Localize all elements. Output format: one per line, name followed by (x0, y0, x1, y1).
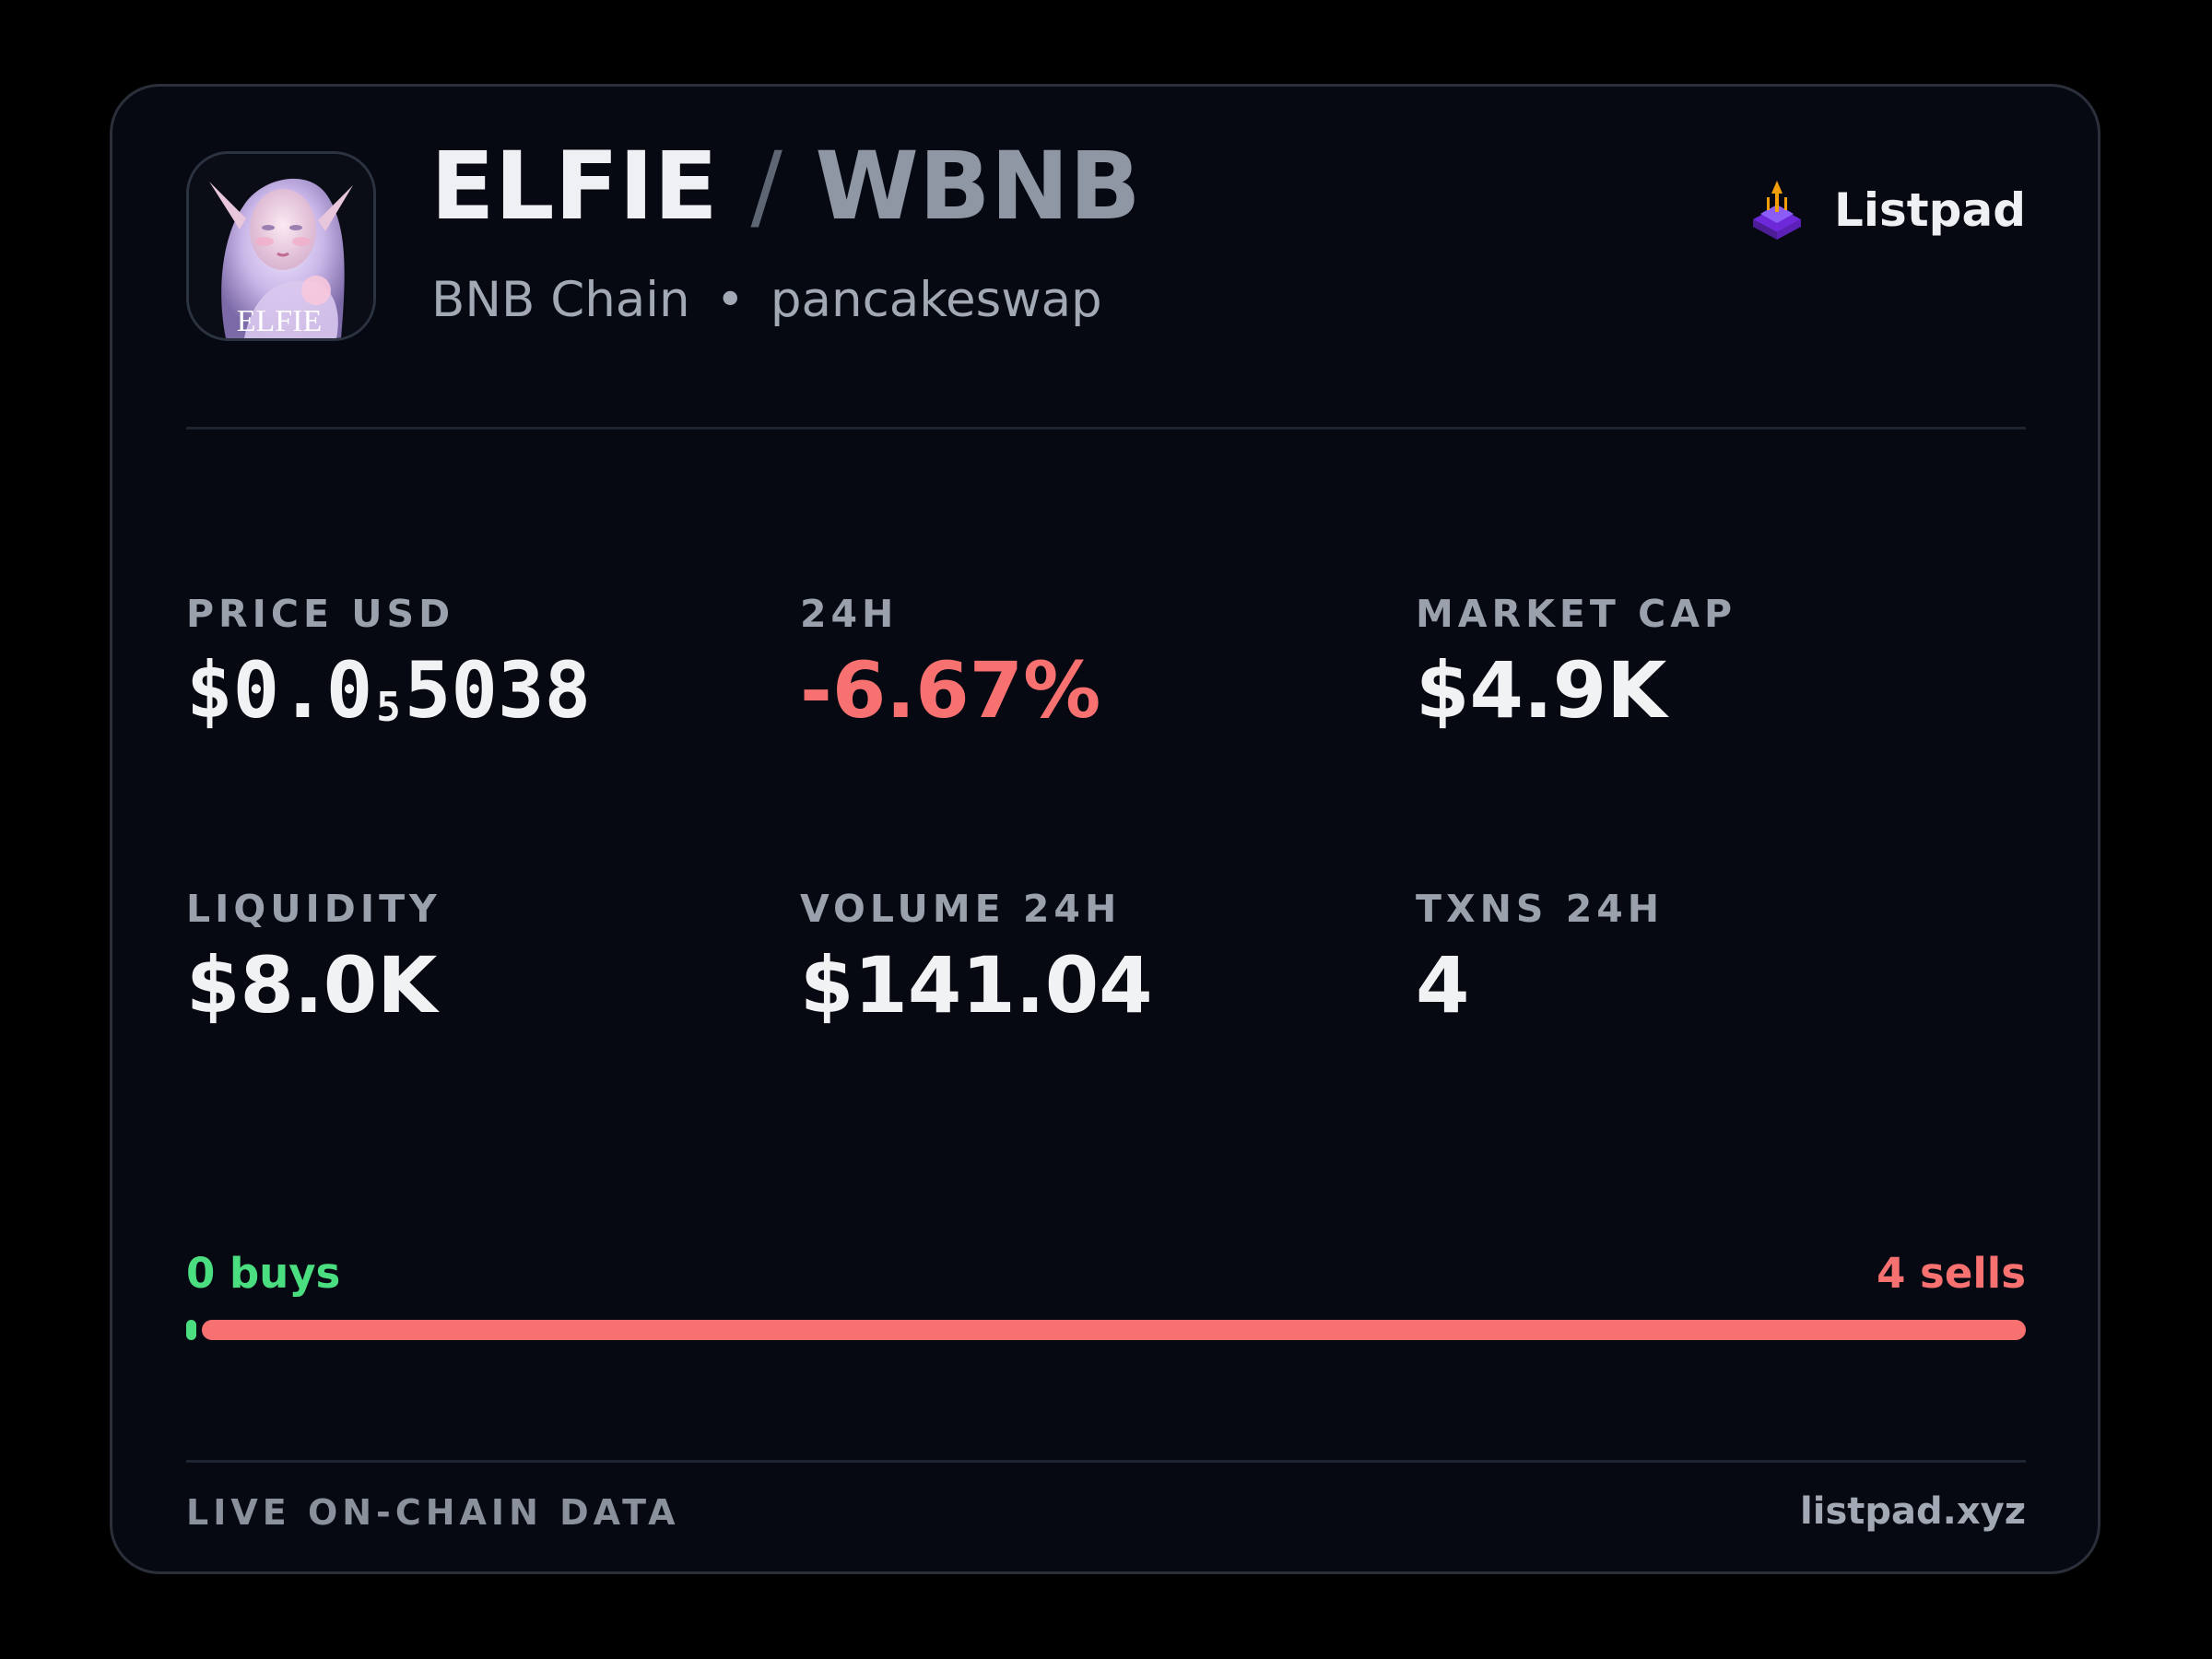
stat-price: PRICE USD $0.055038 (186, 592, 591, 730)
buy-sell-ratio-bar (186, 1320, 2026, 1340)
footer-site-link[interactable]: listpad.xyz (1800, 1490, 2026, 1533)
dex-name: pancakeswap (770, 272, 1102, 328)
stat-volume-24h: VOLUME 24H $141.04 (800, 887, 1153, 1030)
chain-name: BNB Chain (431, 272, 690, 328)
footer-divider (186, 1460, 2026, 1463)
logo-text: ELFIE (237, 304, 323, 338)
sell-ratio-segment (202, 1320, 2026, 1340)
volume-24h-value: $141.04 (800, 940, 1153, 1030)
stat-change-24h: 24H -6.67% (800, 592, 1101, 735)
stat-market-cap: MARKET CAP $4.9K (1416, 592, 1736, 735)
price-value: $0.055038 (186, 652, 591, 729)
stat-txns-24h: TXNS 24H 4 (1416, 887, 1665, 1030)
brand-name: Listpad (1834, 183, 2026, 237)
price-zero-count: 5 (376, 684, 401, 731)
base-symbol: ELFIE (430, 132, 718, 241)
token-logo: ELFIE (186, 151, 376, 341)
pair-subtitle: BNB Chain • pancakeswap (431, 276, 1102, 324)
stat-liquidity: LIQUIDITY $8.0K (186, 887, 441, 1030)
pair-separator: / (750, 132, 782, 241)
change-24h-value: -6.67% (800, 645, 1101, 735)
volume-24h-label: VOLUME 24H (800, 887, 1122, 931)
subtitle-bullet: • (715, 272, 745, 328)
price-label: PRICE USD (186, 592, 455, 636)
brand[interactable]: Listpad (1747, 177, 2026, 243)
price-digits: 5038 (404, 645, 592, 735)
token-pair-card: ELFIE ELFIE / WBNB BNB Chain • pancakeswap… (110, 84, 2100, 1574)
txns-24h-value: 4 (1416, 940, 1470, 1030)
liquidity-label: LIQUIDITY (186, 887, 441, 931)
elf-portrait-image: ELFIE (189, 154, 373, 338)
listpad-logo-icon (1753, 181, 1802, 240)
header-divider (186, 427, 2026, 429)
footer-live-data-label: LIVE ON-CHAIN DATA (186, 1492, 680, 1533)
sells-count: 4 sells (1877, 1249, 2026, 1298)
market-cap-label: MARKET CAP (1416, 592, 1736, 636)
txns-24h-label: TXNS 24H (1416, 887, 1665, 931)
market-cap-value: $4.9K (1416, 645, 1667, 735)
buy-ratio-segment (186, 1320, 196, 1340)
buys-count: 0 buys (186, 1249, 341, 1298)
pair-title: ELFIE / WBNB (430, 140, 1141, 234)
liquidity-value: $8.0K (186, 940, 438, 1030)
quote-symbol: WBNB (815, 132, 1141, 241)
change-24h-label: 24H (800, 592, 899, 636)
price-prefix: $0.0 (186, 645, 373, 735)
